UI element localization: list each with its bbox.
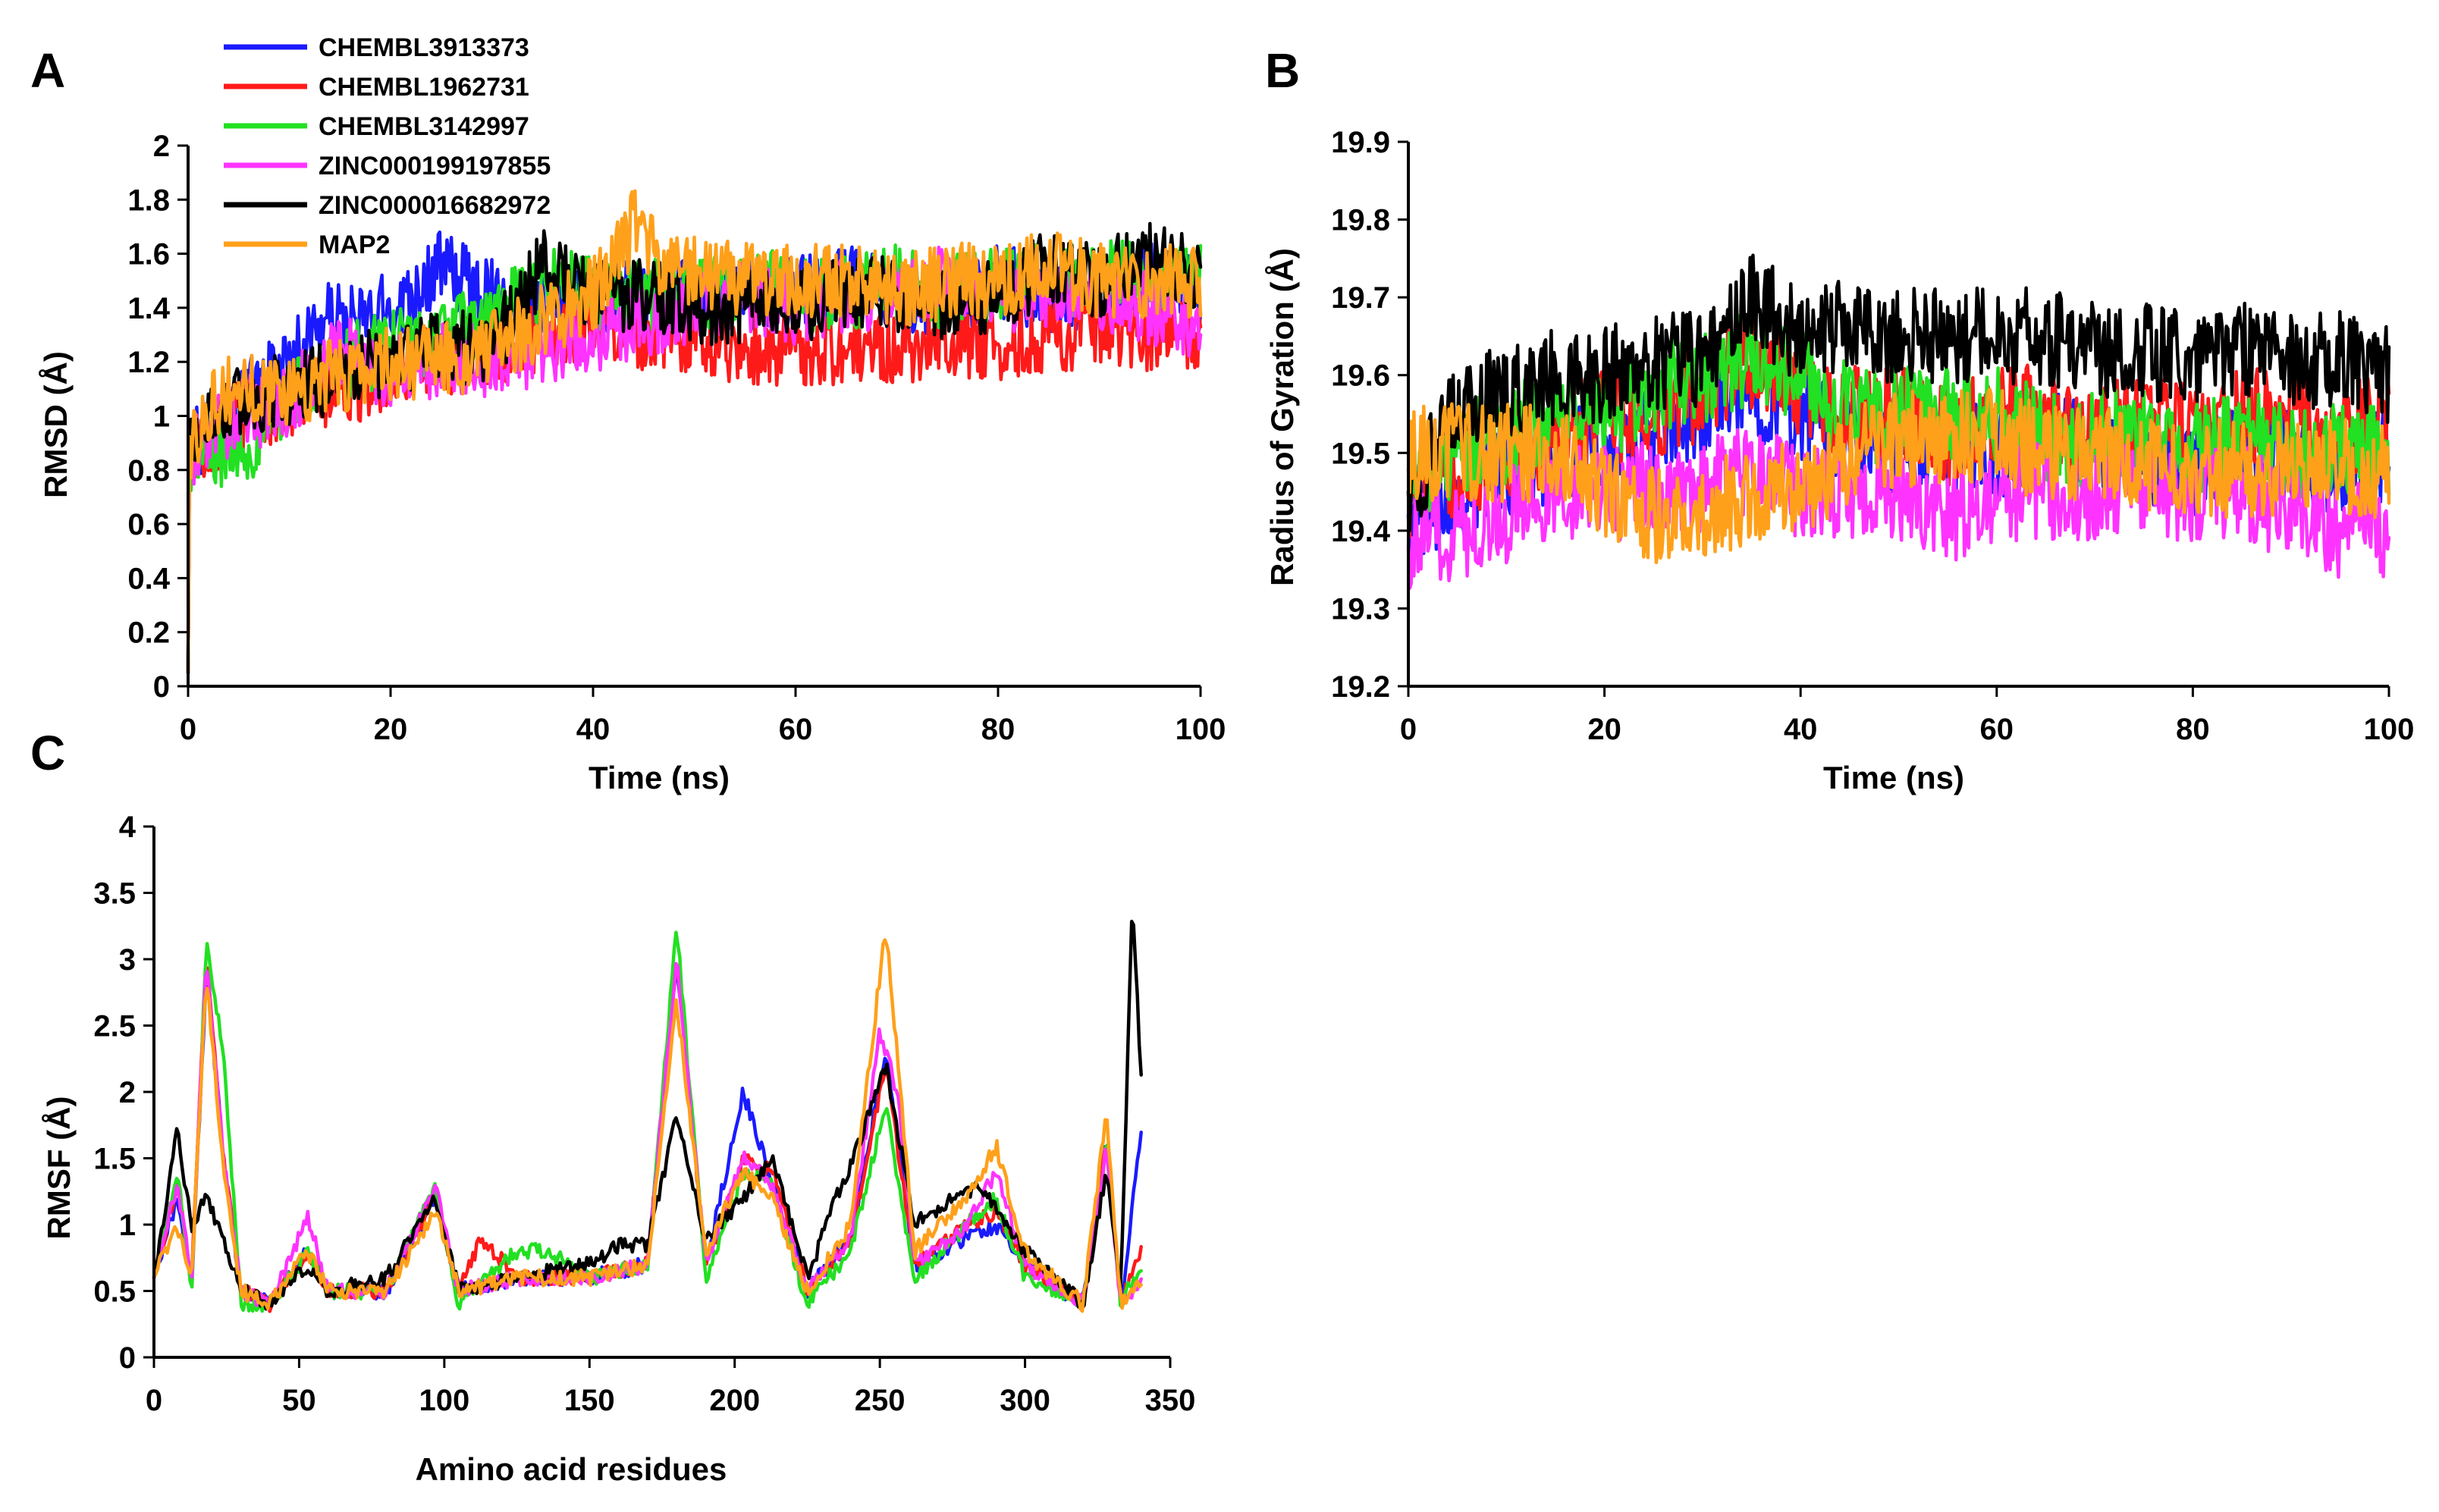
ytick-label-a-5: 1: [153, 400, 170, 434]
ytick-label-c-1: 0.5: [93, 1275, 136, 1309]
ytick-label-b-0: 19.2: [1331, 670, 1390, 704]
ticks-group-c: 0 0.5 1 1.5 2 2.5 3 3.5 4 0 50 100 150 200 250 300 350: [93, 811, 1195, 1417]
series-line-b-zinc000016682972: [1406, 253, 2391, 532]
ytick-label-c-7: 3.5: [93, 877, 136, 911]
ytick-label-a-6: 1.2: [127, 346, 170, 379]
panel-c-rmsf-chart: C RMSF (Å) Amino acid residues 0 0.5 1 1.5 2…: [30, 726, 1195, 1487]
ytick-label-a-9: 1.8: [127, 184, 170, 217]
panel-a-rmsd-chart: A RMSD (Å) Time (ns) 0 0.2 0.4 0.6 0.8 1 1.2 1.…: [30, 43, 1226, 795]
legend-entry-map2: MAP2: [224, 231, 390, 259]
series-group-b: [1406, 253, 2391, 590]
xtick-label-c-4: 200: [709, 1384, 760, 1417]
ytick-label-a-10: 2: [153, 130, 170, 163]
ytick-label-c-5: 2.5: [93, 1010, 136, 1043]
ytick-label-c-6: 3: [119, 943, 136, 977]
ytick-label-b-1: 19.3: [1331, 592, 1390, 626]
ytick-label-c-3: 1.5: [93, 1143, 136, 1176]
xtick-label-a-1: 20: [374, 713, 408, 746]
ylabel-b: Radius of Gyration (Å): [1264, 248, 1300, 586]
series-line-c-map2: [152, 938, 1143, 1313]
xtick-label-a-4: 80: [981, 713, 1015, 746]
ytick-label-a-2: 0.4: [127, 562, 170, 595]
xtick-label-c-1: 50: [282, 1384, 316, 1417]
ytick-label-a-0: 0: [153, 670, 170, 704]
ytick-label-c-8: 4: [119, 811, 137, 844]
xtick-label-b-4: 80: [2176, 713, 2210, 746]
ytick-label-b-3: 19.5: [1331, 437, 1390, 470]
ylabel-a: RMSD (Å): [38, 351, 74, 498]
xtick-label-c-3: 150: [564, 1384, 615, 1417]
xtick-label-c-6: 300: [1000, 1384, 1050, 1417]
ytick-label-c-4: 2: [119, 1076, 136, 1109]
xlabel-b: Time (ns): [1823, 760, 1964, 795]
legend-entry-zinc000016682972: ZINC000016682972: [224, 191, 551, 220]
ytick-label-b-5: 19.7: [1331, 281, 1390, 315]
legend-label-zinc000199197855: ZINC000199197855: [319, 152, 551, 180]
legend-entry-chembl3913373: CHEMBL3913373: [224, 33, 529, 62]
ytick-label-a-1: 0.2: [127, 616, 170, 650]
panel-label-c: C: [30, 726, 65, 780]
xtick-label-b-2: 40: [1784, 713, 1818, 746]
legend-label-map2: MAP2: [319, 231, 390, 259]
ytick-label-a-8: 1.6: [127, 238, 170, 271]
xlabel-c: Amino acid residues: [416, 1451, 727, 1487]
xtick-label-a-5: 100: [1176, 713, 1226, 746]
ytick-label-b-7: 19.9: [1331, 126, 1390, 159]
ytick-label-c-2: 1: [119, 1209, 136, 1242]
xtick-label-c-2: 100: [419, 1384, 469, 1417]
xlabel-a: Time (ns): [589, 760, 730, 795]
ytick-label-a-4: 0.8: [127, 454, 170, 488]
series-line-b-map2: [1406, 387, 2391, 564]
legend: CHEMBL3913373 CHEMBL1962731 CHEMBL314299…: [224, 33, 551, 259]
ytick-label-a-7: 1.4: [127, 292, 170, 325]
ytick-label-c-0: 0: [119, 1341, 136, 1375]
legend-entry-chembl3142997: CHEMBL3142997: [224, 112, 529, 141]
xtick-label-a-3: 60: [779, 713, 813, 746]
legend-label-chembl1962731: CHEMBL1962731: [319, 73, 529, 102]
xtick-label-c-5: 250: [855, 1384, 906, 1417]
legend-label-zinc000016682972: ZINC000016682972: [319, 191, 551, 220]
ticks-group-b: 19.2 19.3 19.4 19.5 19.6 19.7 19.8 19.9 0 20 40 60 8…: [1331, 126, 2414, 746]
xtick-label-b-0: 0: [1400, 713, 1417, 746]
panel-label-a: A: [30, 43, 65, 98]
legend-label-chembl3913373: CHEMBL3913373: [319, 33, 529, 62]
ylabel-c: RMSF (Å): [41, 1096, 77, 1240]
xtick-label-a-0: 0: [180, 713, 196, 746]
xtick-label-c-7: 350: [1145, 1384, 1196, 1417]
xtick-label-b-3: 60: [1980, 713, 2014, 746]
ytick-label-b-4: 19.6: [1331, 359, 1390, 393]
legend-entry-zinc000199197855: ZINC000199197855: [224, 152, 551, 180]
xtick-label-c-0: 0: [146, 1384, 162, 1417]
ytick-label-b-6: 19.8: [1331, 204, 1390, 237]
panel-label-b: B: [1265, 43, 1300, 98]
series-group-c: [152, 919, 1143, 1313]
xtick-label-b-1: 20: [1587, 713, 1621, 746]
ytick-label-b-2: 19.4: [1331, 515, 1391, 548]
panel-b-radius-of-gyration-chart: B Radius of Gyration (Å) Time (ns) 19.21…: [1264, 43, 2414, 795]
ytick-label-a-3: 0.6: [127, 508, 170, 541]
xtick-label-a-2: 40: [576, 713, 611, 746]
legend-entry-chembl1962731: CHEMBL1962731: [224, 73, 529, 102]
series-group-a: [186, 189, 1203, 675]
ticks-group-a: 00.20.40.60.811.21.41.61.820 20 40 60 80 100: [127, 130, 1226, 746]
xtick-label-b-5: 100: [2364, 713, 2415, 746]
legend-label-chembl3142997: CHEMBL3142997: [319, 112, 529, 141]
series-line-a-map2: [186, 189, 1203, 675]
